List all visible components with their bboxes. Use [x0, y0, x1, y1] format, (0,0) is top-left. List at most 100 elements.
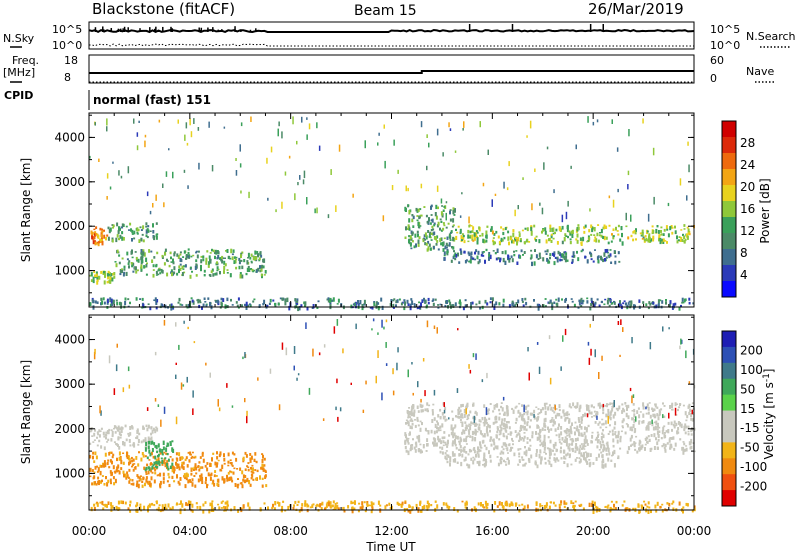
echo-cell: [450, 431, 453, 436]
echo-cell: [522, 417, 525, 422]
echo-cell: [117, 444, 119, 447]
echo-cell: [287, 505, 290, 510]
echo-cell: [407, 509, 410, 513]
echo-cell: [681, 339, 683, 344]
echo-cell: [493, 306, 496, 310]
echo-cell: [625, 412, 628, 418]
echo-cell: [633, 443, 636, 448]
echo-cell: [452, 433, 455, 438]
echo-cell: [683, 426, 686, 429]
echo-cell: [147, 506, 149, 510]
echo-cell: [588, 409, 591, 413]
colorbar-swatch: [722, 458, 736, 475]
echo-cell: [467, 453, 470, 456]
echo-cell: [691, 409, 693, 415]
echo-cell: [162, 477, 165, 481]
echo-cell: [424, 242, 427, 246]
echo-cell: [158, 463, 161, 467]
echo-cell: [155, 444, 158, 450]
echo-cell: [553, 301, 556, 304]
echo-cell: [583, 431, 586, 436]
echo-cell: [466, 402, 469, 407]
echo-cell: [640, 504, 643, 507]
echo-cell: [409, 303, 412, 307]
echo-cell: [614, 250, 616, 254]
echo-cell: [499, 452, 502, 455]
echo-cell: [306, 504, 309, 508]
echo-cell: [598, 449, 601, 451]
echo-cell: [579, 237, 582, 241]
echo-cell: [595, 457, 598, 461]
echo-cell: [519, 240, 522, 242]
echo-cell: [407, 437, 410, 440]
echo-cell: [659, 239, 662, 245]
echo-cell: [404, 236, 407, 239]
echo-cell: [644, 235, 647, 238]
echo-cell: [136, 145, 139, 151]
echo-cell: [187, 326, 189, 330]
echo-cell: [137, 443, 140, 446]
echo-cell: [648, 233, 651, 237]
echo-cell: [150, 451, 153, 456]
echo-cell: [570, 463, 573, 466]
echo-cell: [426, 438, 429, 442]
power-ylabel: Slant Range [km]: [19, 158, 33, 262]
echo-cell: [596, 411, 599, 415]
echo-cell: [463, 251, 466, 254]
echo-cell: [193, 341, 196, 344]
echo-cell: [124, 501, 127, 505]
echo-cell: [578, 301, 581, 306]
echo-cell: [94, 481, 97, 485]
echo-cell: [146, 191, 149, 197]
echo-cell: [612, 228, 615, 231]
velocity-colorbar-label: Velocity [m s-1]: [762, 369, 776, 460]
echo-cell: [154, 445, 157, 448]
echo-cell: [523, 404, 525, 413]
echo-cell: [458, 416, 461, 418]
echo-cell: [342, 506, 345, 510]
echo-cell: [421, 422, 423, 426]
echo-cell: [155, 270, 158, 274]
echo-cell: [404, 441, 407, 445]
echo-cell: [586, 300, 589, 304]
echo-cell: [568, 456, 571, 459]
echo-cell: [538, 412, 541, 415]
echo-cell: [168, 148, 170, 151]
echo-cell: [630, 436, 633, 439]
echo-cell: [332, 500, 335, 504]
echo-cell: [210, 502, 213, 507]
echo-cell: [577, 429, 580, 433]
echo-cell: [550, 428, 553, 431]
echo-cell: [445, 226, 448, 229]
echo-cell: [441, 451, 444, 455]
echo-cell: [657, 299, 660, 304]
echo-cell: [673, 424, 676, 429]
echo-cell: [693, 505, 696, 509]
echo-cell: [443, 224, 446, 227]
echo-cell: [337, 416, 339, 422]
echo-cell: [562, 335, 564, 342]
echo-cell: [226, 297, 229, 302]
echo-cell: [523, 463, 526, 467]
echo-cell: [178, 344, 180, 350]
echo-cell: [621, 504, 624, 507]
echo-cell: [584, 451, 587, 454]
echo-cell: [107, 270, 110, 276]
echo-cell: [127, 262, 130, 265]
echo-cell: [150, 441, 153, 445]
echo-cell: [515, 239, 518, 242]
echo-cell: [242, 478, 245, 482]
echo-cell: [539, 461, 542, 465]
echo-cell: [101, 238, 103, 243]
echo-cell: [649, 421, 651, 425]
echo-cell: [226, 505, 229, 510]
echo-cell: [128, 260, 131, 263]
echo-cell: [465, 443, 468, 445]
echo-cell: [270, 146, 273, 153]
echo-cell: [419, 427, 422, 432]
echo-cell: [434, 212, 437, 217]
echo-cell: [597, 259, 600, 263]
echo-cell: [473, 458, 476, 461]
echo-cell: [556, 412, 559, 417]
echo-cell: [250, 477, 253, 480]
